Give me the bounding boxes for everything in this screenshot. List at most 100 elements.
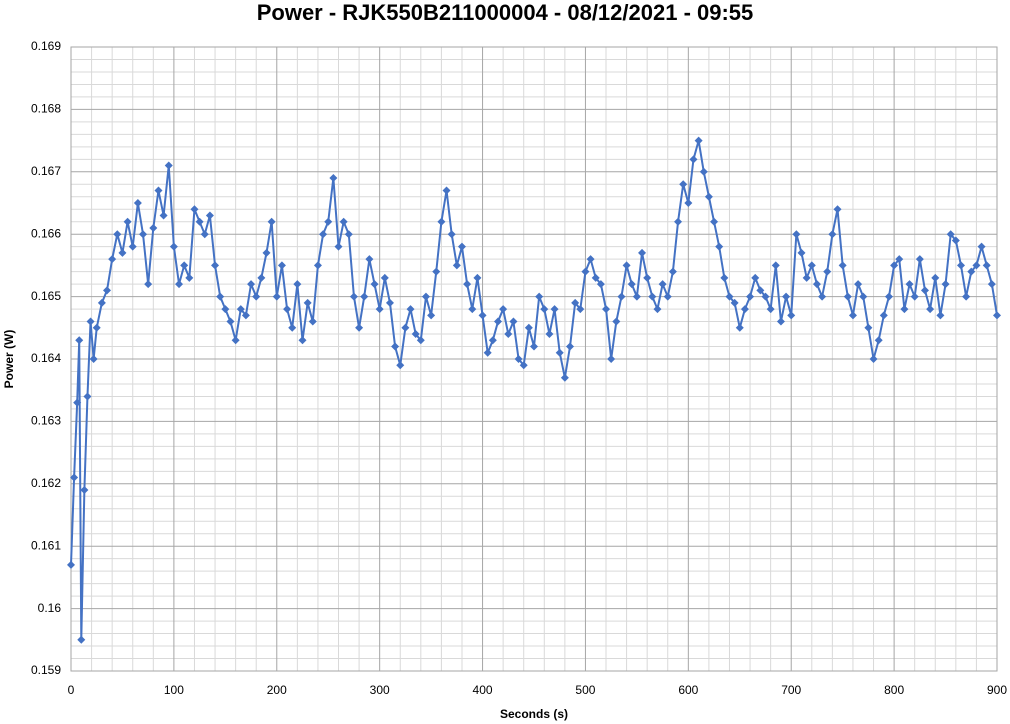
data-point (540, 305, 549, 314)
y-tick-label: 0.163 (31, 414, 61, 428)
data-point (205, 211, 214, 220)
data-point (735, 323, 744, 332)
y-tick-label: 0.164 (31, 351, 61, 365)
data-point (344, 230, 353, 239)
data-point (936, 311, 945, 320)
data-point (339, 217, 348, 226)
x-tick-label: 500 (575, 683, 595, 697)
data-point (720, 273, 729, 282)
data-point (694, 136, 703, 145)
y-tick-label: 0.166 (31, 226, 61, 240)
data-point (133, 199, 142, 207)
data-point (566, 342, 575, 351)
data-point (535, 292, 544, 301)
data-point (581, 267, 590, 276)
data-point (715, 242, 724, 251)
data-point (365, 255, 374, 264)
data-point (967, 267, 976, 276)
data-point (385, 298, 394, 307)
data-point (139, 230, 148, 239)
data-point (617, 292, 626, 301)
data-point (977, 242, 986, 251)
data-point (468, 305, 477, 314)
data-point (684, 199, 693, 207)
data-point (75, 336, 84, 345)
data-point (982, 261, 991, 270)
data-point (406, 305, 415, 314)
data-point (776, 317, 785, 326)
data-point (252, 292, 261, 301)
data-point (103, 286, 112, 295)
data-point (926, 305, 935, 314)
data-point (293, 280, 302, 289)
data-point (185, 273, 194, 282)
data-point (956, 261, 965, 270)
data-point (77, 635, 86, 644)
data-point (308, 317, 317, 326)
data-point (920, 286, 929, 295)
data-point (838, 261, 847, 270)
x-tick-label: 300 (370, 683, 390, 697)
data-point (679, 180, 688, 189)
data-point (560, 373, 569, 382)
data-point (627, 280, 636, 289)
data-point (586, 255, 595, 264)
data-point (375, 305, 384, 314)
data-point (797, 248, 806, 257)
data-point (86, 317, 95, 326)
data-point (231, 336, 240, 345)
data-point (123, 217, 132, 226)
data-point (900, 305, 909, 314)
data-point (987, 280, 996, 289)
data-point (751, 273, 760, 282)
data-point (437, 217, 446, 226)
data-point (149, 223, 158, 232)
data-point (792, 230, 801, 239)
data-point (221, 305, 230, 314)
data-point (288, 323, 297, 332)
y-tick-label: 0.159 (31, 663, 61, 677)
data-point (175, 280, 184, 289)
data-point (180, 261, 189, 270)
data-point (874, 336, 883, 345)
data-point (349, 292, 358, 301)
data-point (334, 242, 343, 251)
data-point (951, 236, 960, 245)
x-tick-label: 600 (678, 683, 698, 697)
data-point (704, 192, 713, 201)
data-point (195, 217, 204, 226)
data-point (257, 273, 266, 282)
data-point (432, 267, 441, 276)
data-point (895, 255, 904, 264)
data-point (668, 267, 677, 276)
data-point (663, 292, 672, 301)
data-point (504, 330, 513, 339)
data-point (92, 323, 101, 332)
data-point (360, 292, 369, 301)
data-point (946, 230, 955, 239)
y-tick-label: 0.161 (31, 538, 61, 552)
data-point (648, 292, 657, 301)
y-tick-label: 0.162 (31, 476, 61, 490)
data-point (766, 305, 775, 314)
data-point (499, 305, 508, 314)
chart-title: Power - RJK550B211000004 - 08/12/2021 - … (257, 0, 754, 25)
data-point (993, 311, 1001, 320)
data-point (97, 298, 106, 307)
data-point (699, 167, 708, 176)
data-point (571, 298, 580, 307)
data-point (113, 230, 122, 239)
data-point (591, 273, 600, 282)
data-point (200, 230, 209, 239)
data-point (607, 355, 616, 363)
data-point (848, 311, 857, 320)
data-point (324, 217, 333, 226)
data-point (854, 280, 863, 289)
data-point (421, 292, 430, 301)
data-point (380, 273, 389, 282)
data-point (931, 273, 940, 282)
data-point (555, 348, 564, 357)
data-point (612, 317, 621, 326)
data-point (833, 205, 842, 214)
